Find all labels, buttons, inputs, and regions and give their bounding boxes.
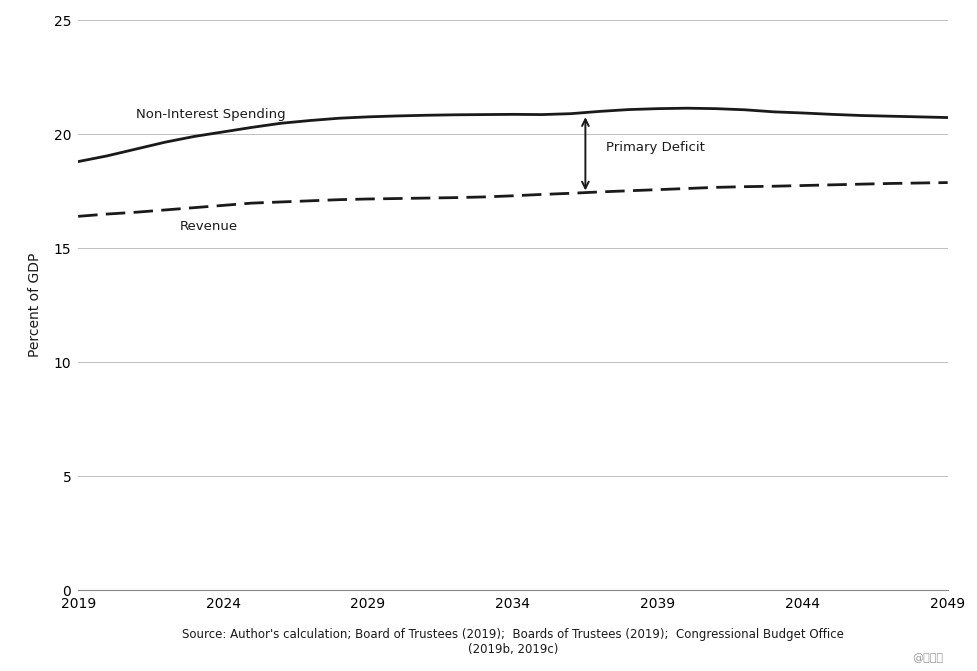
- Text: Revenue: Revenue: [180, 220, 237, 233]
- Y-axis label: Percent of GDP: Percent of GDP: [28, 253, 42, 358]
- Text: Primary Deficit: Primary Deficit: [606, 142, 704, 154]
- Text: @格隆汇: @格隆汇: [912, 653, 943, 663]
- Text: Non-Interest Spending: Non-Interest Spending: [136, 107, 285, 121]
- X-axis label: Source: Author's calculation; Board of Trustees (2019);  Boards of Trustees (201: Source: Author's calculation; Board of T…: [182, 628, 844, 656]
